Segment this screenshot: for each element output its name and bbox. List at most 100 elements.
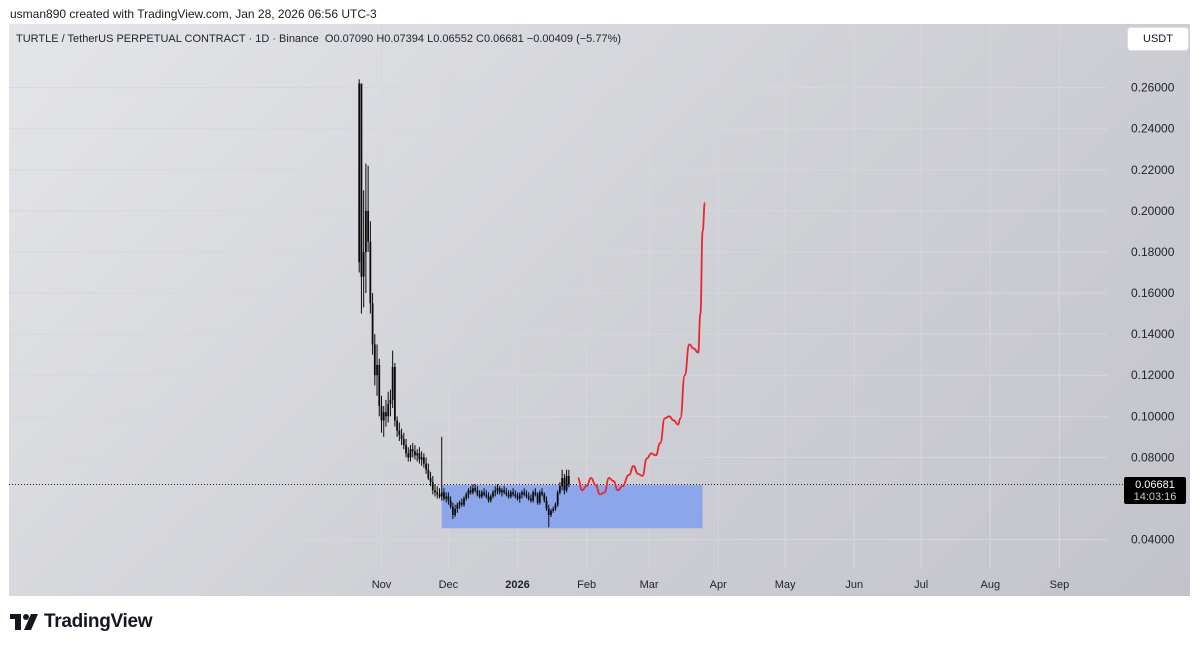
candle[interactable] (541, 488, 543, 497)
candle[interactable] (364, 163, 367, 294)
candle[interactable] (414, 445, 416, 460)
candle[interactable] (525, 490, 528, 499)
candle[interactable] (420, 451, 423, 466)
candle[interactable] (416, 449, 419, 462)
candle[interactable] (561, 469, 564, 491)
candle[interactable] (400, 428, 403, 446)
tradingview-logo[interactable]: TradingView (10, 610, 153, 634)
candle[interactable] (527, 492, 530, 501)
candle[interactable] (438, 488, 441, 499)
chart-area[interactable]: 0.26000 0.24000 0.22000 0.20000 0.18000 0.160… (9, 24, 1190, 596)
candle[interactable] (472, 484, 474, 495)
candle[interactable] (465, 492, 468, 501)
candle[interactable] (538, 490, 541, 505)
candle[interactable] (425, 457, 427, 474)
candle[interactable] (503, 486, 506, 495)
candle[interactable] (389, 389, 392, 417)
candle[interactable] (492, 490, 494, 499)
candle[interactable] (431, 475, 434, 495)
candle[interactable] (451, 502, 454, 520)
candle[interactable] (552, 506, 555, 513)
candle[interactable] (434, 484, 436, 497)
candle[interactable] (454, 504, 456, 518)
candle[interactable] (469, 486, 472, 495)
candle[interactable] (485, 490, 488, 499)
candle[interactable] (507, 490, 510, 499)
candle[interactable] (534, 488, 537, 497)
candle[interactable] (521, 490, 523, 499)
candle[interactable] (487, 492, 490, 503)
candle[interactable] (407, 447, 410, 462)
candle[interactable] (447, 492, 450, 505)
candle[interactable] (480, 490, 483, 499)
candle[interactable] (489, 494, 492, 503)
candle[interactable] (518, 492, 521, 503)
candle[interactable] (498, 486, 501, 495)
candle[interactable] (405, 438, 407, 458)
candle[interactable] (436, 486, 439, 499)
candle[interactable] (422, 453, 425, 468)
candle[interactable] (483, 488, 485, 497)
candle[interactable] (554, 502, 557, 511)
candle[interactable] (565, 469, 568, 493)
candle[interactable] (514, 490, 517, 499)
candle[interactable] (362, 190, 365, 308)
price-chart[interactable]: 0.26000 0.24000 0.22000 0.20000 0.18000 0.160… (9, 24, 1190, 596)
candle[interactable] (556, 490, 559, 507)
candle[interactable] (376, 344, 378, 396)
candle[interactable] (382, 406, 385, 437)
candle[interactable] (532, 490, 535, 503)
candle[interactable] (496, 484, 499, 495)
currency-button[interactable]: USDT (1128, 28, 1188, 50)
candle[interactable] (440, 436, 443, 501)
candle[interactable] (559, 482, 561, 495)
candle[interactable] (393, 362, 396, 427)
candle[interactable] (449, 496, 452, 509)
candle[interactable] (409, 445, 412, 462)
candle[interactable] (460, 498, 463, 507)
candle[interactable] (402, 432, 405, 450)
candle[interactable] (523, 488, 526, 497)
candle[interactable] (509, 490, 512, 499)
candle[interactable] (371, 293, 374, 355)
candle[interactable] (445, 492, 448, 503)
candle[interactable] (427, 463, 430, 481)
candle[interactable] (476, 486, 479, 497)
candle[interactable] (378, 358, 381, 417)
candle[interactable] (387, 391, 390, 423)
candle[interactable] (543, 492, 546, 503)
candle[interactable] (369, 221, 372, 314)
candle[interactable] (456, 502, 459, 513)
candle[interactable] (550, 508, 552, 518)
candle[interactable] (512, 488, 514, 497)
candle[interactable] (501, 488, 503, 497)
candle[interactable] (478, 490, 481, 499)
projection-path[interactable] (577, 201, 706, 496)
candle[interactable] (385, 399, 387, 427)
candle[interactable] (494, 486, 497, 497)
candle[interactable] (418, 447, 421, 464)
candle[interactable] (505, 488, 508, 497)
candle[interactable] (463, 496, 465, 507)
candle[interactable] (391, 350, 394, 409)
candle[interactable] (429, 471, 432, 487)
candle[interactable] (536, 492, 539, 505)
candle[interactable] (547, 504, 550, 528)
candle[interactable] (563, 473, 566, 495)
candle[interactable] (516, 492, 519, 501)
candle[interactable] (380, 395, 383, 433)
symbol-name[interactable]: TURTLE / TetherUS PERPETUAL CONTRACT · 1… (16, 33, 319, 45)
candle[interactable] (398, 422, 401, 441)
candle[interactable] (367, 165, 370, 252)
candle[interactable] (360, 83, 363, 314)
candle[interactable] (443, 488, 445, 501)
candle[interactable] (530, 494, 532, 503)
candle[interactable] (358, 79, 361, 273)
candle[interactable] (545, 496, 548, 511)
candle[interactable] (467, 488, 470, 499)
candle[interactable] (474, 484, 477, 493)
candle[interactable] (458, 500, 461, 509)
candle[interactable] (396, 416, 399, 437)
candle[interactable] (411, 443, 414, 458)
candle[interactable] (373, 334, 376, 386)
